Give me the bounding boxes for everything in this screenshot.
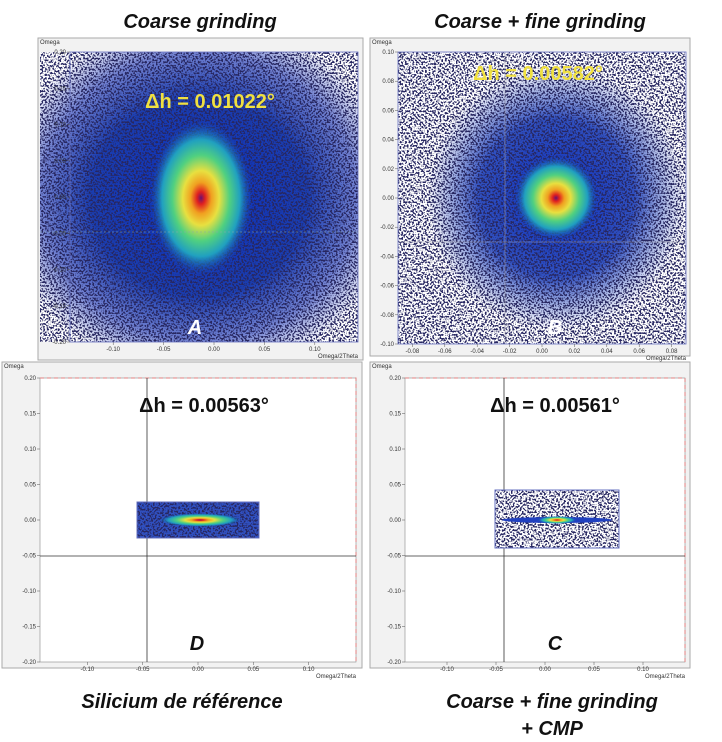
x-tick-label: 0.10 (309, 347, 321, 353)
panel-caption: Coarse + fine grinding (446, 691, 658, 713)
y-tick-label: 0.10 (24, 447, 36, 453)
axis-label: Omega/2Theta (316, 674, 357, 680)
y-tick-label: -0.08 (380, 313, 394, 319)
axis-label: Omega (40, 40, 60, 46)
panel-b (369, 37, 691, 357)
panel-letter: C (548, 633, 563, 655)
panel-a (37, 37, 364, 361)
axis-label: Omega (372, 40, 392, 46)
x-tick-label: -0.08 (406, 349, 420, 355)
x-tick-label: 0.06 (633, 349, 645, 355)
delta-label: Δh = 0.01022° (145, 91, 275, 113)
axis-label: Omega (4, 364, 24, 370)
map-image (40, 52, 358, 342)
y-tick-label: -0.06 (380, 284, 394, 290)
y-tick-label: 0.00 (382, 196, 394, 202)
delta-label: Δh = 0.00563° (139, 395, 269, 417)
x-tick-label: -0.05 (157, 347, 171, 353)
y-tick-label: 0.20 (389, 376, 401, 382)
panel-caption: + CMP (521, 718, 583, 740)
x-tick-label: 0.10 (303, 667, 315, 673)
y-tick-label: -0.20 (22, 660, 36, 666)
x-tick-label: -0.04 (470, 349, 484, 355)
axis-label: Omega (372, 364, 392, 370)
y-tick-label: -0.04 (380, 254, 394, 260)
x-tick-label: 0.00 (208, 347, 220, 353)
axis-label: Omega/2Theta (646, 356, 687, 362)
x-tick-label: 0.05 (259, 347, 271, 353)
y-tick-label: 0.10 (382, 50, 394, 56)
y-tick-label: 0.20 (24, 376, 36, 382)
y-tick-label: 0.06 (382, 108, 394, 114)
x-tick-label: 0.05 (588, 667, 600, 673)
x-tick-label: -0.02 (503, 349, 517, 355)
y-tick-label: 0.00 (389, 518, 401, 524)
x-tick-label: 0.02 (569, 349, 581, 355)
y-tick-label: 0.08 (382, 79, 394, 85)
panel-letter: A (187, 317, 202, 339)
x-tick-label: -0.10 (106, 347, 120, 353)
y-tick-label: 0.00 (24, 518, 36, 524)
y-tick-label: 0.02 (382, 167, 394, 173)
y-tick-label: -0.15 (387, 625, 401, 631)
panel-d (1, 361, 363, 669)
y-tick-label: -0.15 (52, 304, 66, 310)
y-tick-label: -0.02 (380, 225, 394, 231)
y-tick-label: -0.05 (387, 554, 401, 560)
x-tick-label: 0.00 (192, 667, 204, 673)
panel-caption: Silicium de référence (81, 691, 282, 713)
y-tick-label: 0.05 (54, 159, 66, 165)
y-tick-label: 0.10 (54, 123, 66, 129)
y-tick-label: 0.15 (54, 86, 66, 92)
y-tick-label: 0.05 (389, 483, 401, 489)
x-tick-label: -0.10 (440, 667, 454, 673)
y-tick-label: -0.10 (380, 342, 394, 348)
y-tick-label: 0.00 (54, 195, 66, 201)
y-tick-label: 0.05 (24, 483, 36, 489)
axis-label: Omega/2Theta (318, 354, 359, 360)
y-tick-label: 0.20 (54, 50, 66, 56)
y-tick-label: 0.15 (389, 412, 401, 418)
y-tick-label: -0.10 (22, 589, 36, 595)
x-tick-label: 0.05 (247, 667, 259, 673)
panel-title: Coarse + fine grinding (434, 11, 646, 33)
panel-c (369, 361, 691, 669)
delta-label: Δh = 0.00582° (473, 63, 603, 85)
y-tick-label: -0.20 (52, 340, 66, 346)
y-tick-label: 0.10 (389, 447, 401, 453)
y-tick-label: -0.15 (22, 625, 36, 631)
map-image (495, 490, 619, 548)
y-tick-label: -0.20 (387, 660, 401, 666)
x-tick-label: -0.06 (438, 349, 452, 355)
panel-letter: D (190, 633, 204, 655)
y-tick-label: 0.15 (24, 412, 36, 418)
x-tick-label: -0.10 (81, 667, 95, 673)
x-tick-label: 0.00 (536, 349, 548, 355)
y-tick-label: -0.10 (387, 589, 401, 595)
map-image (137, 502, 259, 538)
x-tick-label: -0.05 (489, 667, 503, 673)
y-tick-label: 0.04 (382, 138, 394, 144)
y-tick-label: -0.05 (52, 231, 66, 237)
x-tick-label: -0.05 (136, 667, 150, 673)
delta-label: Δh = 0.00561° (490, 395, 620, 417)
axis-label: Omega/2Theta (645, 674, 686, 680)
x-tick-label: 0.00 (539, 667, 551, 673)
x-tick-label: 0.10 (637, 667, 649, 673)
panel-title: Coarse grinding (123, 11, 276, 33)
x-tick-label: 0.04 (601, 349, 613, 355)
y-tick-label: -0.10 (52, 268, 66, 274)
x-tick-label: 0.08 (666, 349, 678, 355)
map-image (398, 52, 686, 344)
y-tick-label: -0.05 (22, 554, 36, 560)
panel-letter: B (548, 317, 562, 339)
